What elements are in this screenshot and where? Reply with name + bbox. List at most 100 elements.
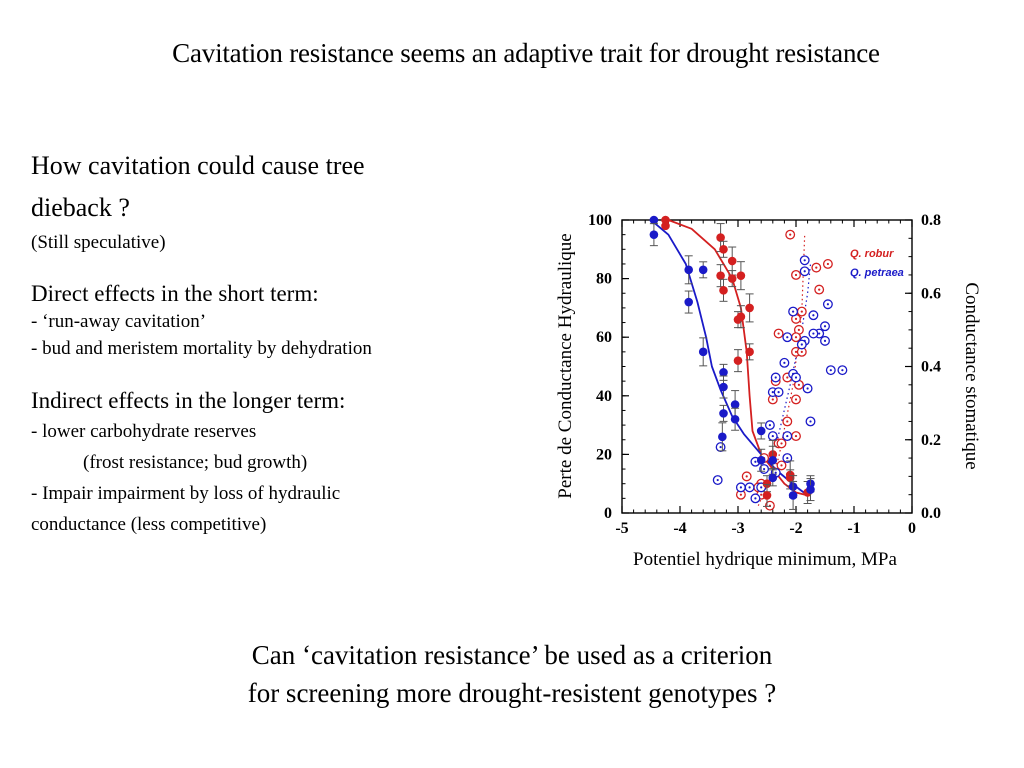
stomatal-point-center: [823, 325, 827, 328]
stomatal-point-center: [815, 266, 818, 269]
stomatal-point-center: [774, 376, 777, 379]
plc-point-petraea: [649, 215, 659, 225]
stomatal-point-center: [794, 273, 798, 277]
plc-point-robur: [719, 245, 728, 254]
stomatal-point-center: [794, 434, 798, 438]
plc-point-robur: [736, 271, 746, 280]
plc-point-robur: [661, 221, 670, 231]
y-axis-label: Perte de Conductance Hydraulique: [555, 233, 576, 498]
legend-petraea: Q. petraea: [850, 267, 904, 279]
stomatal-point-center: [745, 475, 748, 478]
plc-point-petraea: [719, 368, 728, 377]
plc-point-petraea: [768, 473, 778, 483]
cavitation-chart: -5 -4 -3 -2 -1 0 0 20 40 60 80 100 0.0 0.2 0.4 0.6 0.8 P…: [555, 212, 982, 570]
plc-point-robur: [716, 271, 725, 280]
stomatal-point-center: [800, 310, 803, 313]
stomatal-point-center: [754, 497, 757, 500]
stomatal-point-center: [786, 456, 789, 460]
indirect-effects-heading: Indirect effects in the longer term:: [31, 388, 346, 413]
stomatal-point-center: [716, 478, 719, 482]
plc-point-robur: [719, 286, 728, 295]
stomatal-point-center: [760, 493, 763, 496]
plc-point-robur: [736, 312, 746, 321]
plc-point-petraea: [756, 426, 766, 436]
stomatal-point-center: [829, 369, 832, 372]
stomatal-point-center: [771, 391, 774, 394]
plc-point-petraea: [698, 265, 708, 275]
plc-point-petraea: [806, 485, 815, 494]
indirect-effect-item: - Impair impairment by loss of hydraulic: [31, 483, 341, 504]
direct-effect-item: - ‘run-away cavitation’: [31, 311, 207, 332]
plc-point-robur: [745, 303, 754, 313]
y-tick-label: 80: [596, 271, 612, 288]
y2-tick-label: 0.0: [921, 505, 941, 522]
stomatal-point-center: [797, 328, 800, 331]
plc-point-petraea: [756, 455, 766, 465]
stomatal-point-center: [794, 317, 798, 320]
stomatal-trend-lines: [757, 234, 812, 506]
stomatal-point-center: [760, 486, 763, 489]
stomatal-point-center: [739, 486, 742, 489]
stomatal-point-center: [786, 420, 789, 423]
stomatal-point-center: [800, 350, 803, 353]
y2-tick-label: 0.6: [921, 285, 941, 302]
indirect-effect-item: - lower carbohydrate reserves: [31, 421, 257, 442]
stomatal-point-center: [800, 343, 803, 346]
stomatal-point-center: [777, 332, 780, 335]
stomatal-point-center: [748, 486, 751, 489]
y2-axis-label: Conductance stomatique: [961, 282, 982, 469]
stomatal-trend-petraea: [775, 263, 812, 448]
stomatal-point-center: [763, 467, 766, 471]
plc-point-petraea: [684, 297, 693, 307]
stomatal-point-center: [786, 434, 789, 438]
stomatal-point-center: [771, 398, 774, 401]
y2-tick-label: 0.8: [921, 212, 941, 229]
stomatal-point-center: [826, 303, 829, 306]
stomatal-point-center: [739, 493, 742, 496]
stomatal-point-center: [794, 350, 798, 353]
stomatal-point-center: [826, 262, 829, 266]
stomatal-point-center: [768, 424, 771, 427]
y-tick-label: 0: [604, 505, 612, 522]
chart-axes: -5 -4 -3 -2 -1 0 0 20 40 60 80 100 0.0 0.2 0.4 0.6 0.8: [588, 212, 941, 537]
stomatal-point-center: [803, 270, 806, 273]
x-tick-label: -1: [847, 520, 860, 537]
direct-effects-heading: Direct effects in the short term:: [31, 281, 319, 306]
plc-point-robur: [727, 274, 737, 283]
stomatal-point-center: [780, 442, 783, 445]
stomatal-point-center: [823, 339, 827, 342]
plc-point-petraea: [719, 409, 728, 418]
stomatal-point-center: [780, 464, 783, 467]
stomatal-point-center: [818, 288, 821, 291]
bottom-question-line2: for screening more drought-resistent gen…: [247, 678, 777, 708]
x-tick-label: -3: [731, 520, 744, 537]
plc-point-robur: [762, 491, 772, 500]
direct-effect-item: - bud and meristem mortality by dehydrat…: [31, 338, 372, 359]
stomatal-point-center: [792, 310, 795, 313]
x-tick-label: -2: [789, 520, 802, 537]
indirect-effect-detail: (frost resistance; bud growth): [83, 452, 308, 473]
bottom-question: Can ‘cavitation resistance’ be used as a…: [0, 636, 1024, 712]
x-tick-label: -4: [673, 520, 686, 537]
y-tick-label: 20: [596, 446, 612, 463]
slide-title: Cavitation resistance seems an adaptive …: [172, 38, 880, 68]
bottom-question-line1: Can ‘cavitation resistance’ be used as a…: [251, 640, 773, 670]
plc-point-petraea: [788, 491, 798, 500]
data-points: [649, 215, 848, 511]
plc-point-robur: [745, 347, 754, 357]
x-tick-label: 0: [908, 520, 916, 537]
stomatal-point-center: [841, 369, 844, 372]
plc-point-petraea: [718, 432, 727, 442]
plc-point-robur: [733, 356, 743, 365]
fit-curve-robur: [668, 219, 808, 497]
plc-point-robur: [727, 256, 737, 266]
stomatal-point-center: [786, 336, 789, 339]
plc-point-petraea: [730, 400, 740, 409]
stomatal-point-center: [806, 387, 809, 390]
indirect-effect-item-cont: conductance (less competitive): [31, 514, 267, 535]
stomatal-point-center: [794, 376, 798, 379]
stomatal-point-center: [786, 376, 789, 379]
plc-point-robur: [716, 233, 725, 242]
plc-point-petraea: [768, 455, 778, 465]
plc-point-petraea: [684, 265, 693, 275]
